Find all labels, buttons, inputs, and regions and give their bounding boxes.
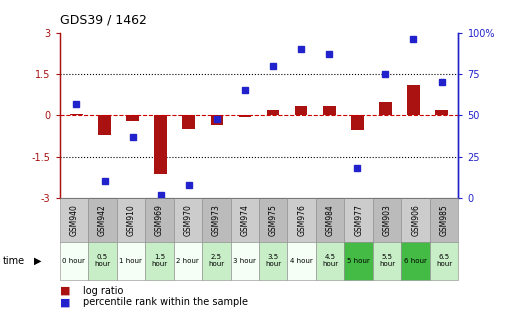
- Bar: [231, 198, 259, 242]
- Bar: [70, 114, 83, 115]
- Text: 6 hour: 6 hour: [404, 258, 427, 264]
- Bar: [259, 242, 287, 280]
- Text: GSM973: GSM973: [212, 204, 221, 236]
- Bar: [401, 242, 430, 280]
- Text: GSM903: GSM903: [383, 204, 392, 236]
- Text: percentile rank within the sample: percentile rank within the sample: [83, 298, 248, 307]
- Bar: [401, 198, 430, 242]
- Bar: [174, 242, 202, 280]
- Bar: [202, 198, 231, 242]
- Bar: [323, 107, 336, 115]
- Bar: [117, 198, 145, 242]
- Bar: [430, 242, 458, 280]
- Text: 1 hour: 1 hour: [119, 258, 142, 264]
- Text: 3 hour: 3 hour: [233, 258, 256, 264]
- Text: GSM977: GSM977: [354, 204, 363, 236]
- Bar: [316, 242, 344, 280]
- Text: 5.5
hour: 5.5 hour: [379, 254, 395, 267]
- Text: 4 hour: 4 hour: [291, 258, 313, 264]
- Text: 2.5
hour: 2.5 hour: [208, 254, 224, 267]
- Text: ■: ■: [60, 286, 70, 296]
- Text: 1.5
hour: 1.5 hour: [151, 254, 167, 267]
- Text: GSM940: GSM940: [69, 204, 78, 236]
- Text: GSM942: GSM942: [98, 204, 107, 236]
- Bar: [126, 115, 139, 121]
- Bar: [267, 110, 279, 115]
- Bar: [239, 115, 251, 117]
- Bar: [88, 198, 117, 242]
- Bar: [435, 110, 448, 115]
- Bar: [344, 198, 373, 242]
- Text: log ratio: log ratio: [83, 286, 123, 296]
- Bar: [295, 106, 308, 115]
- Text: 0.5
hour: 0.5 hour: [94, 254, 110, 267]
- Bar: [174, 198, 202, 242]
- Text: 0 hour: 0 hour: [62, 258, 85, 264]
- Text: GSM985: GSM985: [440, 204, 449, 236]
- Text: 6.5
hour: 6.5 hour: [436, 254, 452, 267]
- Text: GSM975: GSM975: [269, 204, 278, 236]
- Text: GSM976: GSM976: [297, 204, 306, 236]
- Text: ▶: ▶: [34, 256, 41, 266]
- Text: GDS39 / 1462: GDS39 / 1462: [60, 13, 147, 26]
- Text: GSM974: GSM974: [240, 204, 249, 236]
- Bar: [60, 198, 88, 242]
- Bar: [287, 198, 316, 242]
- Bar: [231, 242, 259, 280]
- Text: GSM906: GSM906: [411, 204, 420, 236]
- Bar: [60, 242, 88, 280]
- Text: GSM910: GSM910: [126, 204, 135, 236]
- Text: 5 hour: 5 hour: [348, 258, 370, 264]
- Text: GSM969: GSM969: [155, 204, 164, 236]
- Bar: [145, 242, 174, 280]
- Bar: [259, 198, 287, 242]
- Text: 3.5
hour: 3.5 hour: [265, 254, 281, 267]
- Bar: [430, 198, 458, 242]
- Text: time: time: [3, 256, 25, 266]
- Bar: [407, 85, 420, 115]
- Text: ■: ■: [60, 298, 70, 307]
- Bar: [182, 115, 195, 129]
- Bar: [379, 102, 392, 115]
- Bar: [202, 242, 231, 280]
- Bar: [287, 242, 316, 280]
- Text: GSM984: GSM984: [326, 204, 335, 236]
- Bar: [154, 115, 167, 174]
- Bar: [373, 242, 401, 280]
- Bar: [117, 242, 145, 280]
- Bar: [145, 198, 174, 242]
- Bar: [210, 115, 223, 125]
- Bar: [98, 115, 111, 135]
- Bar: [344, 242, 373, 280]
- Text: GSM970: GSM970: [183, 204, 192, 236]
- Text: 4.5
hour: 4.5 hour: [322, 254, 338, 267]
- Bar: [316, 198, 344, 242]
- Text: 2 hour: 2 hour: [177, 258, 199, 264]
- Bar: [373, 198, 401, 242]
- Bar: [88, 242, 117, 280]
- Bar: [351, 115, 364, 129]
